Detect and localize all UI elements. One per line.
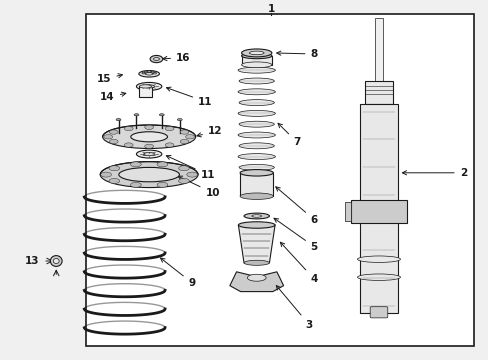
Text: 4: 4 [280, 242, 317, 284]
Ellipse shape [165, 143, 174, 147]
Ellipse shape [239, 100, 274, 105]
Text: 1: 1 [267, 4, 274, 14]
Ellipse shape [109, 179, 120, 184]
Ellipse shape [139, 85, 151, 88]
Ellipse shape [239, 165, 274, 170]
Text: 7: 7 [278, 123, 300, 147]
Text: 6: 6 [275, 187, 317, 225]
Bar [85, 14, 473, 346]
Ellipse shape [102, 125, 195, 149]
Ellipse shape [240, 193, 273, 199]
Ellipse shape [238, 89, 275, 95]
Ellipse shape [109, 130, 118, 134]
Bar [344, 202, 350, 221]
Ellipse shape [130, 162, 141, 167]
Ellipse shape [157, 162, 167, 167]
Bar [360, 104, 397, 313]
Ellipse shape [136, 82, 162, 90]
Ellipse shape [144, 144, 153, 148]
Ellipse shape [244, 260, 269, 265]
Ellipse shape [144, 125, 153, 130]
Ellipse shape [357, 256, 400, 262]
Ellipse shape [251, 215, 261, 217]
Bar [374, 18, 383, 83]
Bar [139, 86, 151, 97]
Ellipse shape [124, 126, 133, 131]
Ellipse shape [177, 118, 182, 121]
Text: 11: 11 [166, 156, 215, 180]
Text: 16: 16 [163, 53, 190, 63]
Ellipse shape [130, 182, 141, 187]
Ellipse shape [238, 67, 275, 73]
Ellipse shape [241, 62, 271, 68]
Ellipse shape [186, 172, 197, 177]
FancyBboxPatch shape [369, 307, 387, 318]
Ellipse shape [144, 71, 147, 73]
Ellipse shape [241, 53, 271, 59]
Bar [350, 200, 407, 223]
Text: 10: 10 [178, 176, 220, 198]
Ellipse shape [151, 71, 154, 73]
Ellipse shape [165, 126, 174, 131]
Ellipse shape [185, 135, 194, 139]
Text: 8: 8 [276, 49, 317, 59]
Polygon shape [229, 272, 283, 292]
Ellipse shape [238, 222, 274, 228]
Polygon shape [238, 225, 274, 263]
Ellipse shape [150, 55, 163, 63]
Ellipse shape [50, 256, 62, 266]
Ellipse shape [143, 153, 154, 156]
Ellipse shape [180, 139, 188, 144]
Text: 15: 15 [97, 74, 122, 84]
Ellipse shape [103, 135, 112, 139]
Ellipse shape [239, 143, 274, 149]
Ellipse shape [239, 121, 274, 127]
Ellipse shape [147, 71, 151, 73]
Text: 5: 5 [273, 218, 317, 252]
Text: 11: 11 [166, 87, 212, 107]
Ellipse shape [145, 73, 153, 75]
Ellipse shape [244, 213, 269, 219]
Ellipse shape [124, 143, 133, 147]
Ellipse shape [109, 139, 118, 144]
Bar [241, 56, 271, 65]
Ellipse shape [119, 167, 179, 182]
Ellipse shape [178, 179, 189, 184]
Ellipse shape [101, 172, 111, 177]
Ellipse shape [134, 114, 139, 116]
Ellipse shape [130, 132, 167, 142]
Ellipse shape [153, 72, 156, 74]
Ellipse shape [180, 130, 188, 134]
Ellipse shape [357, 274, 400, 280]
Text: 13: 13 [24, 256, 39, 266]
Ellipse shape [53, 258, 59, 264]
Ellipse shape [238, 111, 275, 116]
Ellipse shape [249, 51, 264, 55]
Ellipse shape [116, 118, 121, 121]
Ellipse shape [239, 78, 274, 84]
Ellipse shape [247, 274, 265, 281]
Bar [240, 173, 273, 196]
Text: 3: 3 [276, 285, 312, 330]
Ellipse shape [159, 114, 164, 116]
Ellipse shape [100, 162, 198, 188]
Ellipse shape [153, 58, 159, 60]
Ellipse shape [241, 49, 271, 57]
Text: 2: 2 [402, 168, 466, 178]
Ellipse shape [139, 71, 159, 77]
Text: 12: 12 [197, 126, 222, 137]
Text: 9: 9 [160, 258, 195, 288]
Ellipse shape [136, 150, 162, 158]
Ellipse shape [143, 85, 154, 88]
Ellipse shape [240, 170, 273, 176]
Ellipse shape [238, 132, 275, 138]
Ellipse shape [109, 166, 120, 171]
Text: 14: 14 [100, 92, 125, 102]
Ellipse shape [142, 72, 145, 74]
Ellipse shape [238, 154, 275, 159]
Ellipse shape [157, 182, 167, 187]
Ellipse shape [178, 166, 189, 171]
Bar [365, 81, 392, 104]
